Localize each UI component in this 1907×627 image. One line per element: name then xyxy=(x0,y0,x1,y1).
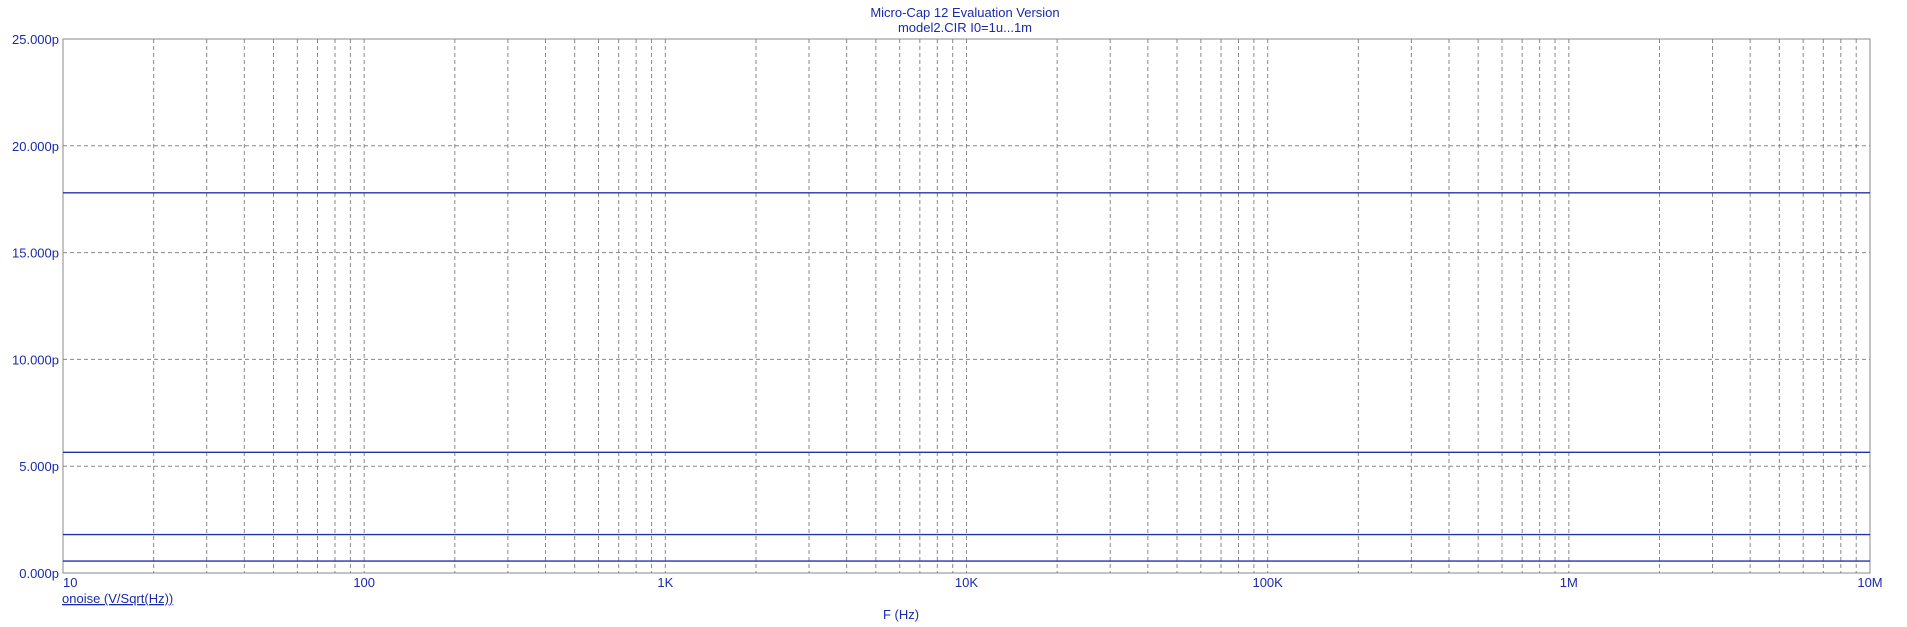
y-tick-label: 10.000p xyxy=(12,352,59,367)
y-tick-label: 0.000p xyxy=(19,566,59,581)
x-tick-label: 1M xyxy=(1560,575,1578,590)
chart-subtitle: model2.CIR I0=1u...1m xyxy=(898,20,1032,35)
x-tick-label: 100K xyxy=(1252,575,1283,590)
x-tick-label: 10 xyxy=(63,575,77,590)
x-tick-label: 10M xyxy=(1857,575,1882,590)
y-axis: 0.000p 5.000p 10.000p 15.000p 20.000p 25.000p xyxy=(12,32,59,581)
x-axis: 10 100 1K 10K 100K 1M 10M xyxy=(63,575,1883,590)
x-tick-label: 100 xyxy=(353,575,375,590)
x-tick-label: 10K xyxy=(955,575,978,590)
x-axis-label: F (Hz) xyxy=(883,607,919,622)
legend-onoise[interactable]: onoise (V/Sqrt(Hz)) xyxy=(62,591,173,606)
grid xyxy=(63,39,1870,573)
y-tick-label: 15.000p xyxy=(12,246,59,261)
y-tick-label: 5.000p xyxy=(19,459,59,474)
x-tick-label: 1K xyxy=(657,575,673,590)
y-tick-label: 20.000p xyxy=(12,139,59,154)
y-tick-label: 25.000p xyxy=(12,32,59,47)
chart-title: Micro-Cap 12 Evaluation Version xyxy=(870,5,1059,20)
